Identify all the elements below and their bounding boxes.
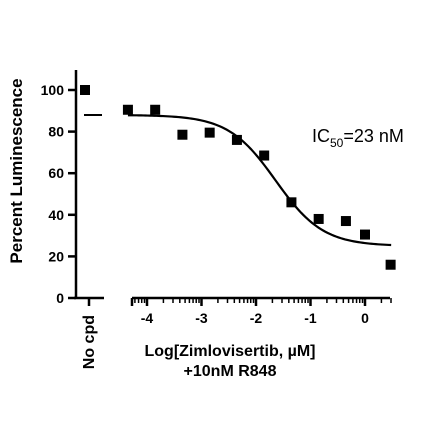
x-axis-title-line1: Log[Zimlovisertib, µM]: [145, 343, 316, 360]
data-point: [231, 134, 242, 145]
data-point: [340, 216, 351, 227]
ic50-suffix: =23 nM: [343, 126, 404, 146]
ic50-prefix: IC: [312, 126, 330, 146]
data-point: [177, 129, 188, 140]
data-point: [204, 127, 215, 138]
x-axis-title-line2: +10nM R848: [184, 363, 277, 380]
data-point: [360, 229, 370, 240]
ic50-annotation: IC50=23 nM: [312, 126, 404, 150]
data-point: [150, 104, 161, 115]
y-axis-title: Percent Luminescence: [7, 78, 26, 263]
data-points: [122, 104, 396, 270]
x-tick-label: -2: [250, 310, 263, 326]
ic50-subscript: 50: [330, 136, 344, 150]
y-tick-label: 80: [48, 124, 64, 140]
data-point: [286, 197, 297, 208]
y-tick-label: 60: [48, 165, 64, 181]
y-tick-label: 100: [41, 82, 65, 98]
x-tick-label: -3: [195, 310, 208, 326]
data-point: [259, 150, 270, 161]
y-tick-label: 40: [48, 207, 64, 223]
data-point: [122, 104, 133, 115]
y-tick-label: 20: [48, 248, 64, 264]
y-ticks: 0 20 40 60 80 100: [41, 82, 76, 306]
x-ticks: -4 -3 -2 -1 0: [134, 298, 392, 326]
x-tick-label: 0: [361, 310, 369, 326]
data-point: [313, 213, 324, 224]
control-points: [80, 85, 90, 95]
x-tick-label: -4: [141, 310, 154, 326]
y-tick-label: 0: [56, 290, 64, 306]
data-point: [385, 259, 396, 270]
x-tick-label: -1: [304, 310, 317, 326]
control-point: [80, 85, 90, 95]
control-label: No cpd: [81, 315, 98, 369]
